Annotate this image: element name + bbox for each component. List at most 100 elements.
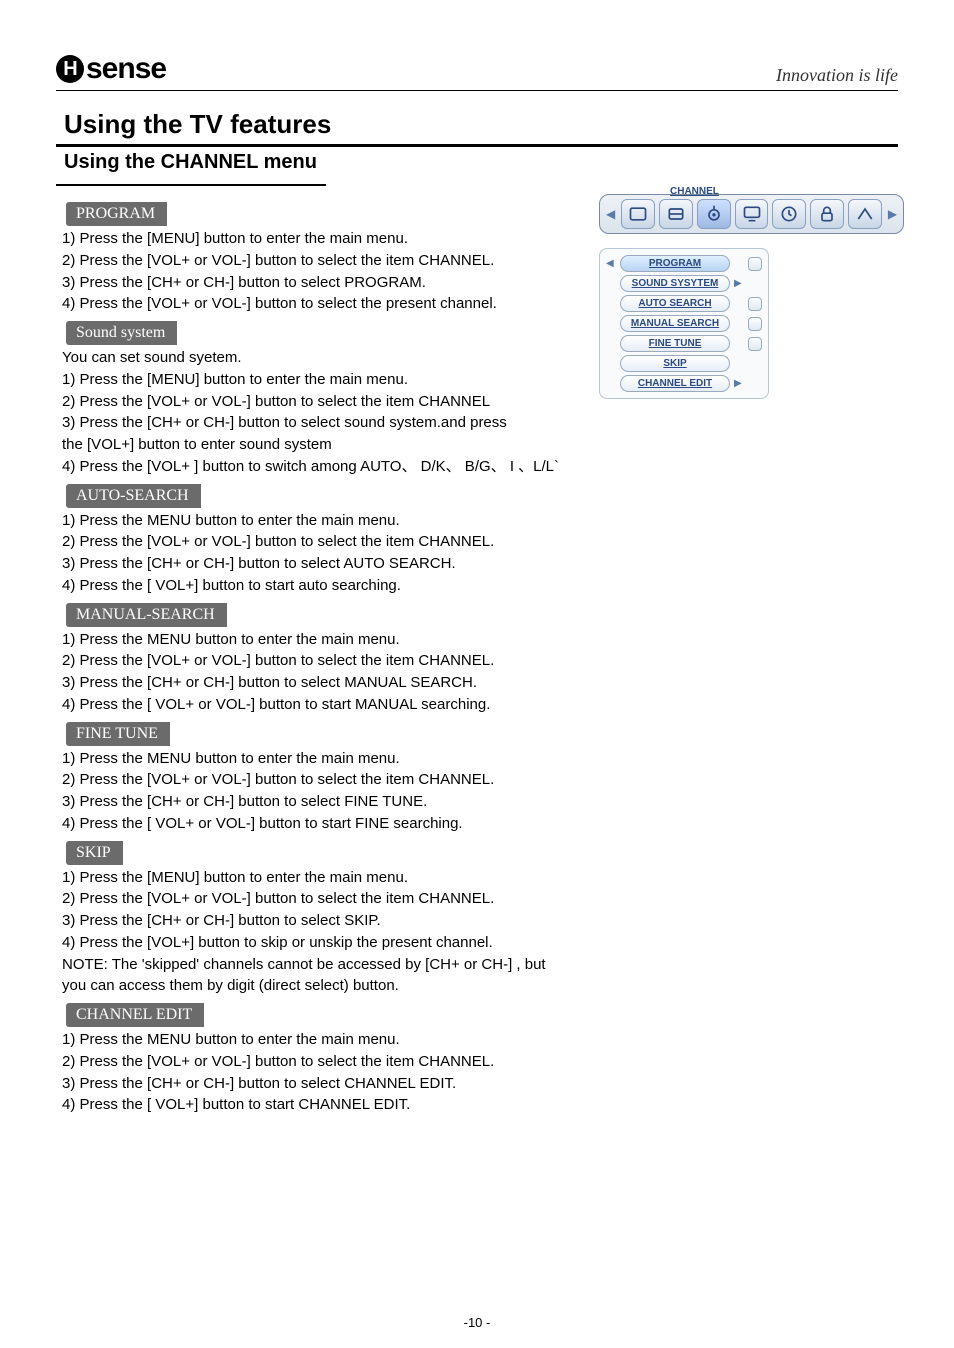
setup-icon bbox=[855, 204, 875, 224]
body-line: 2) Press the [VOL+ or VOL-] button to se… bbox=[62, 250, 563, 272]
osd-menu-row: ◀ PROGRAM bbox=[606, 255, 762, 272]
page-number: -10 - bbox=[0, 1315, 954, 1330]
sound-icon bbox=[666, 204, 686, 224]
osd-menu-item: FINE TUNE bbox=[620, 335, 730, 352]
body-line: 1) Press the MENU button to enter the ma… bbox=[62, 629, 563, 651]
body-line: You can set sound syetem. bbox=[62, 347, 563, 369]
body-line: the [VOL+] button to enter sound system bbox=[62, 434, 563, 456]
clock-icon bbox=[779, 204, 799, 224]
osd-tab-clock bbox=[772, 199, 806, 229]
body-line: 2) Press the [VOL+ or VOL-] button to se… bbox=[62, 391, 563, 413]
section-tag: FINE TUNE bbox=[66, 722, 170, 746]
body-line: 2) Press the [VOL+ or VOL-] button to se… bbox=[62, 531, 563, 553]
body-line: 2) Press the [VOL+ or VOL-] button to se… bbox=[62, 769, 563, 791]
osd-menu-item: CHANNEL EDIT bbox=[620, 375, 730, 392]
osd-menu-item: SOUND SYSYTEM bbox=[620, 275, 730, 292]
body-line: 3) Press the [CH+ or CH-] button to sele… bbox=[62, 672, 563, 694]
body-line: 4) Press the [VOL+] button to skip or un… bbox=[62, 932, 563, 954]
brand-logo: H sense bbox=[56, 52, 166, 86]
body-line: 4) Press the [ VOL+] button to start CHA… bbox=[62, 1094, 563, 1116]
body-line: 3) Press the [CH+ or CH-] button to sele… bbox=[62, 791, 563, 813]
chevron-right-icon: ▶ bbox=[734, 378, 744, 389]
osd-menu-item: AUTO SEARCH bbox=[620, 295, 730, 312]
body-line: 3) Press the [CH+ or CH-] button to sele… bbox=[62, 910, 563, 932]
osd-tab-display bbox=[735, 199, 769, 229]
body-line: 4) Press the [VOL+ or VOL-] button to se… bbox=[62, 293, 563, 315]
body-line: 1) Press the [MENU] button to enter the … bbox=[62, 867, 563, 889]
chevron-right-icon: ▶ bbox=[734, 278, 744, 289]
section-body: 1) Press the MENU button to enter the ma… bbox=[62, 629, 563, 716]
osd-strip-title: CHANNEL bbox=[670, 186, 719, 197]
body-line: 1) Press the MENU button to enter the ma… bbox=[62, 1029, 563, 1051]
osd-illustration: CHANNEL ◀ ▶ ◀ PROGRAM ◀ SOUND SYSYTEM ▶ ◀AUTO… bbox=[599, 194, 904, 399]
osd-tab-strip: CHANNEL ◀ ▶ bbox=[599, 194, 904, 234]
menu-knob-icon bbox=[748, 297, 762, 311]
osd-tab-setup bbox=[848, 199, 882, 229]
osd-tab-picture bbox=[621, 199, 655, 229]
page-title: Using the TV features bbox=[64, 109, 898, 140]
header-rule bbox=[56, 90, 898, 91]
body-line: 1) Press the MENU button to enter the ma… bbox=[62, 748, 563, 770]
body-line: 4) Press the [ VOL+ or VOL-] button to s… bbox=[62, 813, 563, 835]
body-line: 1) Press the [MENU] button to enter the … bbox=[62, 228, 563, 250]
body-column: PROGRAM1) Press the [MENU] button to ent… bbox=[56, 196, 563, 1116]
osd-menu-item: PROGRAM bbox=[620, 255, 730, 272]
subtitle-rule bbox=[56, 184, 326, 186]
logo-h-icon: H bbox=[56, 55, 84, 83]
body-line: 1) Press the [MENU] button to enter the … bbox=[62, 369, 563, 391]
section-tag: MANUAL-SEARCH bbox=[66, 603, 227, 627]
body-line: 2) Press the [VOL+ or VOL-] button to se… bbox=[62, 650, 563, 672]
section-tag: Sound system bbox=[66, 321, 177, 345]
menu-knob-icon bbox=[748, 337, 762, 351]
body-line: NOTE: The 'skipped' channels cannot be a… bbox=[62, 954, 563, 998]
menu-knob-icon bbox=[748, 317, 762, 331]
section-body: You can set sound syetem.1) Press the [M… bbox=[62, 347, 563, 478]
body-line: 4) Press the [ VOL+ or VOL-] button to s… bbox=[62, 694, 563, 716]
section-body: 1) Press the MENU button to enter the ma… bbox=[62, 1029, 563, 1116]
chevron-left-icon: ◀ bbox=[606, 207, 615, 221]
osd-menu-item: MANUAL SEARCH bbox=[620, 315, 730, 332]
lock-icon bbox=[817, 204, 837, 224]
section-body: 1) Press the [MENU] button to enter the … bbox=[62, 228, 563, 315]
section-body: 1) Press the MENU button to enter the ma… bbox=[62, 510, 563, 597]
channel-icon bbox=[704, 204, 724, 224]
body-line: 3) Press the [CH+ or CH-] button to sele… bbox=[62, 272, 563, 294]
menu-knob-icon bbox=[748, 257, 762, 271]
osd-menu-row: ◀FINE TUNE bbox=[606, 335, 762, 352]
body-line: 3) Press the [CH+ or CH-] button to sele… bbox=[62, 1073, 563, 1095]
tagline: Innovation is life bbox=[776, 65, 898, 86]
osd-menu-row: ◀CHANNEL EDIT▶ bbox=[606, 375, 762, 392]
body-line: 3) Press the [CH+ or CH-] button to sele… bbox=[62, 412, 563, 434]
section-title: Using the CHANNEL menu bbox=[64, 151, 898, 174]
body-line: 4) Press the [VOL+ ] button to switch am… bbox=[62, 456, 563, 478]
osd-menu-panel: ◀ PROGRAM◀ SOUND SYSYTEM ▶ ◀AUTO SEARCH ◀MANU… bbox=[599, 248, 769, 399]
osd-tab-sound bbox=[659, 199, 693, 229]
section-tag: CHANNEL EDIT bbox=[66, 1003, 204, 1027]
content-columns: PROGRAM1) Press the [MENU] button to ent… bbox=[56, 196, 898, 1116]
osd-tab-channel bbox=[697, 199, 731, 229]
osd-tab-lock bbox=[810, 199, 844, 229]
body-line: 2) Press the [VOL+ or VOL-] button to se… bbox=[62, 1051, 563, 1073]
body-line: 2) Press the [VOL+ or VOL-] button to se… bbox=[62, 888, 563, 910]
section-tag: SKIP bbox=[66, 841, 123, 865]
osd-menu-row: ◀MANUAL SEARCH bbox=[606, 315, 762, 332]
osd-menu-item: SKIP bbox=[620, 355, 730, 372]
osd-menu-row: ◀AUTO SEARCH bbox=[606, 295, 762, 312]
chevron-left-icon: ◀ bbox=[606, 258, 616, 269]
section-tag: AUTO-SEARCH bbox=[66, 484, 201, 508]
display-icon bbox=[742, 204, 762, 224]
title-rule bbox=[56, 144, 898, 147]
osd-menu-row: ◀SOUND SYSYTEM▶ bbox=[606, 275, 762, 292]
picture-icon bbox=[628, 204, 648, 224]
logo-text: sense bbox=[86, 52, 166, 86]
body-line: 1) Press the MENU button to enter the ma… bbox=[62, 510, 563, 532]
page-header: H sense Innovation is life bbox=[56, 52, 898, 86]
section-tag: PROGRAM bbox=[66, 202, 167, 226]
section-body: 1) Press the MENU button to enter the ma… bbox=[62, 748, 563, 835]
chevron-right-icon: ▶ bbox=[888, 207, 897, 221]
section-body: 1) Press the [MENU] button to enter the … bbox=[62, 867, 563, 998]
osd-menu-row: ◀SKIP bbox=[606, 355, 762, 372]
body-line: 4) Press the [ VOL+] button to start aut… bbox=[62, 575, 563, 597]
body-line: 3) Press the [CH+ or CH-] button to sele… bbox=[62, 553, 563, 575]
manual-page: H sense Innovation is life Using the TV … bbox=[0, 0, 954, 1348]
